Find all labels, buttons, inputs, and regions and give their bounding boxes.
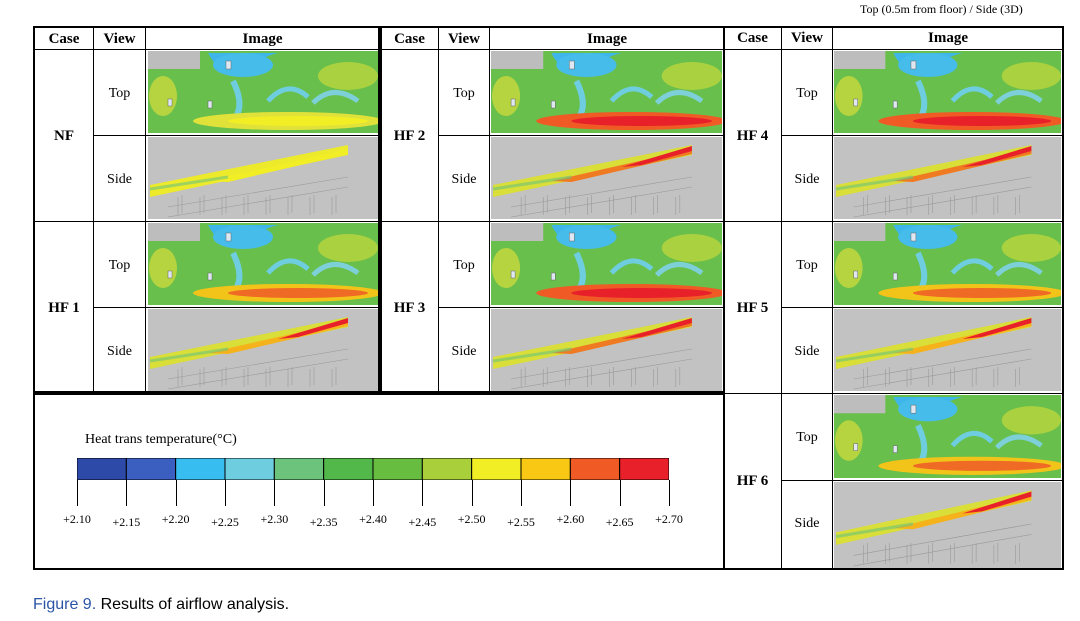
tick-label: +2.60: [556, 512, 585, 526]
airflow-side-image: [834, 482, 1061, 568]
airflow-top-image: [834, 223, 1061, 305]
tick-label: +2.65: [605, 515, 634, 529]
tick-mark: [570, 480, 572, 506]
case-label: HF 3: [393, 300, 426, 316]
header-view: View: [791, 30, 823, 46]
case-label: HF 2: [393, 128, 426, 144]
color-swatch: [569, 457, 621, 481]
airflow-side-image: [834, 137, 1061, 219]
header-image: Image: [242, 31, 283, 47]
color-swatch: [175, 457, 226, 481]
tick-label: +2.30: [260, 512, 289, 526]
airflow-side-image: [148, 137, 378, 219]
airflow-top-image: [148, 223, 378, 305]
airflow-side-image: [148, 309, 378, 391]
airflow-top-image: [148, 51, 378, 133]
airflow-side-image: [491, 137, 722, 219]
case-label: HF 4: [736, 128, 769, 144]
tick-label: +2.20: [161, 512, 190, 526]
tick-label: +2.55: [507, 515, 535, 529]
tick-mark: [669, 480, 670, 506]
airflow-side-image: [491, 309, 722, 391]
tick-mark: [373, 480, 374, 506]
color-swatch: [323, 457, 374, 481]
header-image: Image: [587, 31, 627, 47]
view-label-top: Top: [796, 430, 818, 445]
caption-text: Results of airflow analysis.: [96, 596, 290, 613]
color-swatch: [421, 457, 473, 481]
color-swatch: [619, 457, 670, 481]
case-label: HF 5: [736, 300, 769, 316]
view-label-side: Side: [794, 516, 820, 531]
header-case: Case: [394, 31, 425, 47]
airflow-top-image: [834, 51, 1061, 133]
header-view: View: [103, 31, 136, 47]
header-image: Image: [928, 30, 968, 46]
tick-label: +2.25: [211, 515, 239, 529]
tick-mark: [77, 480, 78, 506]
airflow-top-image: [491, 51, 722, 133]
tick-label: +2.50: [457, 512, 486, 526]
figure-label: Figure 9.: [33, 596, 97, 613]
view-label-top: Top: [796, 86, 818, 101]
color-swatch: [372, 457, 423, 481]
tick-label: +2.10: [63, 512, 91, 526]
case-label: NF: [54, 128, 74, 144]
tick-label: +2.70: [655, 512, 683, 526]
view-note: Top (0.5m from floor) / Side (3D): [860, 2, 1023, 16]
view-label-side: Side: [794, 344, 820, 359]
airflow-top-image: [834, 395, 1061, 478]
case-label: HF 1: [48, 300, 80, 316]
figure-caption: Figure 9. Results of airflow analysis.: [33, 596, 289, 614]
view-label-top: Top: [453, 258, 475, 273]
header-case: Case: [737, 30, 768, 46]
color-swatch: [520, 457, 571, 481]
tick-mark: [274, 480, 276, 506]
tick-mark: [126, 480, 128, 506]
airflow-top-image: [491, 223, 722, 305]
view-label-top: Top: [453, 86, 475, 101]
header-view: View: [448, 31, 480, 47]
header-case: Case: [48, 31, 80, 47]
view-label-top: Top: [108, 86, 131, 101]
view-label-side: Side: [107, 172, 132, 187]
tick-label: +2.15: [112, 515, 141, 529]
color-swatch: [273, 457, 325, 481]
tick-mark: [471, 480, 473, 506]
color-scale-bar: [76, 457, 670, 481]
tick-mark: [225, 480, 226, 506]
view-label-side: Side: [451, 344, 477, 359]
tick-mark: [175, 480, 177, 506]
color-swatch: [471, 457, 522, 481]
tick-label: +2.45: [408, 515, 437, 529]
legend-title: Heat trans temperature(°C): [85, 432, 237, 447]
color-swatch: [224, 457, 275, 481]
tick-mark: [323, 480, 325, 506]
airflow-side-image: [834, 309, 1061, 391]
tick-mark: [422, 480, 424, 506]
tick-label: +2.40: [359, 512, 387, 526]
view-label-side: Side: [107, 344, 132, 359]
view-label-side: Side: [794, 172, 820, 187]
tick-label: +2.35: [309, 515, 338, 529]
view-label-top: Top: [796, 258, 818, 273]
tick-mark: [619, 480, 621, 506]
tick-mark: [521, 480, 522, 506]
view-label-side: Side: [451, 172, 477, 187]
view-label-top: Top: [108, 258, 131, 273]
color-swatch: [125, 457, 177, 481]
color-swatch: [76, 457, 127, 481]
case-label: HF 6: [736, 473, 769, 489]
panel-legend: [33, 393, 725, 570]
